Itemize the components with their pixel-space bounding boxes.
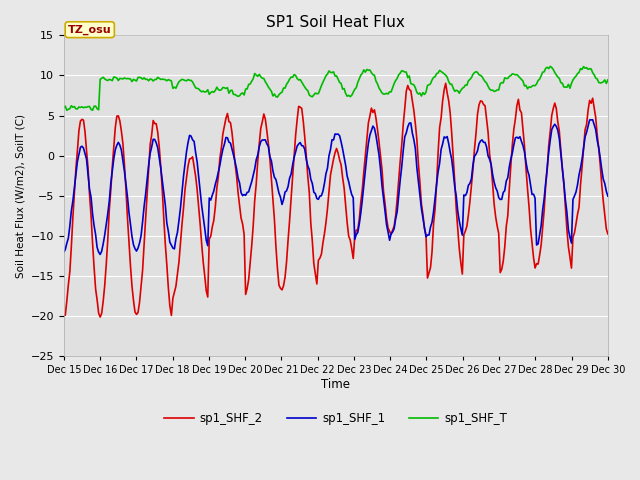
sp1_SHF_1 <box>251 166 259 172</box>
sp1_SHF_2 <box>300 118 307 124</box>
sp1_SHF_2 <box>251 197 259 203</box>
Legend: sp1_SHF_2, sp1_SHF_1, sp1_SHF_T: sp1_SHF_2, sp1_SHF_1, sp1_SHF_T <box>160 407 512 430</box>
Line: sp1_SHF_2: sp1_SHF_2 <box>64 84 608 317</box>
sp1_SHF_T <box>63 108 70 113</box>
sp1_SHF_1 <box>300 143 307 149</box>
sp1_SHF_T <box>251 71 259 76</box>
sp1_SHF_2 <box>96 314 104 320</box>
Y-axis label: Soil Heat Flux (W/m2), SoilT (C): Soil Heat Flux (W/m2), SoilT (C) <box>15 114 25 278</box>
sp1_SHF_1 <box>575 172 583 178</box>
X-axis label: Time: Time <box>321 378 350 391</box>
sp1_SHF_1 <box>589 117 596 123</box>
sp1_SHF_1 <box>60 249 68 255</box>
sp1_SHF_T <box>547 63 554 69</box>
sp1_SHF_1 <box>128 234 136 240</box>
sp1_SHF_T <box>604 77 612 83</box>
sp1_SHF_T <box>300 82 307 87</box>
sp1_SHF_1 <box>242 192 250 198</box>
sp1_SHF_1 <box>96 252 104 257</box>
sp1_SHF_2 <box>223 110 231 116</box>
sp1_SHF_T <box>223 85 231 91</box>
sp1_SHF_T <box>128 79 136 84</box>
sp1_SHF_T <box>60 105 68 110</box>
sp1_SHF_2 <box>60 312 68 318</box>
sp1_SHF_2 <box>242 291 250 297</box>
sp1_SHF_1 <box>223 135 231 141</box>
sp1_SHF_1 <box>604 193 612 199</box>
sp1_SHF_2 <box>577 182 584 188</box>
sp1_SHF_2 <box>604 231 612 237</box>
Title: SP1 Soil Heat Flux: SP1 Soil Heat Flux <box>266 15 405 30</box>
sp1_SHF_2 <box>128 283 136 289</box>
Text: TZ_osu: TZ_osu <box>68 24 111 35</box>
sp1_SHF_2 <box>442 81 449 86</box>
sp1_SHF_T <box>242 86 250 92</box>
Line: sp1_SHF_1: sp1_SHF_1 <box>64 120 608 254</box>
sp1_SHF_T <box>577 66 584 72</box>
Line: sp1_SHF_T: sp1_SHF_T <box>64 66 608 110</box>
